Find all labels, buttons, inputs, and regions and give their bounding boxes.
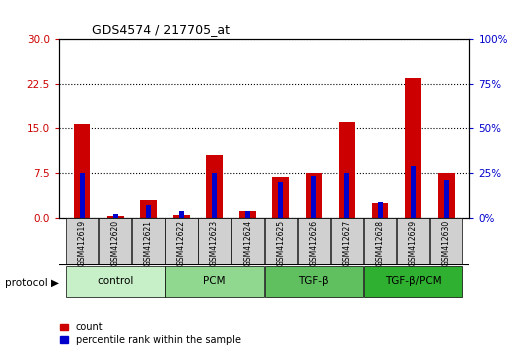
Text: GSM412627: GSM412627 — [343, 220, 351, 266]
Text: TGF-β: TGF-β — [299, 276, 329, 286]
Bar — [339, 122, 355, 218]
Text: GSM412630: GSM412630 — [442, 220, 451, 266]
FancyBboxPatch shape — [66, 218, 98, 264]
FancyBboxPatch shape — [165, 218, 198, 264]
Bar — [410, 166, 416, 218]
Bar — [146, 205, 151, 218]
Bar — [444, 180, 449, 218]
Text: GSM412622: GSM412622 — [177, 220, 186, 266]
Text: GSM412621: GSM412621 — [144, 220, 153, 266]
FancyBboxPatch shape — [331, 218, 363, 264]
FancyBboxPatch shape — [397, 218, 429, 264]
Bar — [179, 211, 184, 218]
Bar — [113, 213, 118, 218]
Bar — [140, 200, 156, 218]
FancyBboxPatch shape — [99, 218, 131, 264]
FancyBboxPatch shape — [132, 218, 165, 264]
Text: GSM412620: GSM412620 — [111, 220, 120, 266]
Bar — [272, 177, 289, 218]
FancyBboxPatch shape — [430, 218, 462, 264]
FancyBboxPatch shape — [364, 218, 396, 264]
Bar — [372, 203, 388, 218]
Text: GSM412625: GSM412625 — [276, 220, 285, 266]
Bar — [405, 78, 421, 218]
Bar — [438, 173, 455, 218]
FancyBboxPatch shape — [265, 266, 363, 297]
Bar — [80, 173, 85, 218]
Bar — [311, 176, 317, 218]
FancyBboxPatch shape — [298, 218, 330, 264]
Bar — [212, 173, 217, 218]
FancyBboxPatch shape — [265, 218, 297, 264]
Bar — [107, 216, 124, 218]
Bar — [278, 182, 283, 218]
Text: GSM412619: GSM412619 — [77, 220, 87, 266]
Bar — [306, 173, 322, 218]
Text: GSM412628: GSM412628 — [376, 220, 385, 266]
Bar — [240, 211, 256, 218]
Bar — [344, 173, 349, 218]
Text: GSM412623: GSM412623 — [210, 220, 219, 266]
Text: GDS4574 / 217705_at: GDS4574 / 217705_at — [92, 23, 230, 36]
Text: GSM412624: GSM412624 — [243, 220, 252, 266]
Text: control: control — [97, 276, 133, 286]
Bar — [378, 202, 383, 218]
Text: PCM: PCM — [203, 276, 226, 286]
Bar — [74, 124, 90, 218]
FancyBboxPatch shape — [165, 266, 264, 297]
FancyBboxPatch shape — [199, 218, 231, 264]
FancyBboxPatch shape — [66, 266, 165, 297]
FancyBboxPatch shape — [231, 218, 264, 264]
Text: protocol ▶: protocol ▶ — [5, 278, 59, 288]
Bar — [173, 215, 190, 218]
Bar — [245, 211, 250, 218]
Bar — [206, 155, 223, 218]
Text: GSM412626: GSM412626 — [309, 220, 319, 266]
Text: TGF-β/PCM: TGF-β/PCM — [385, 276, 442, 286]
FancyBboxPatch shape — [364, 266, 462, 297]
Legend: count, percentile rank within the sample: count, percentile rank within the sample — [56, 319, 245, 349]
Text: GSM412629: GSM412629 — [409, 220, 418, 266]
